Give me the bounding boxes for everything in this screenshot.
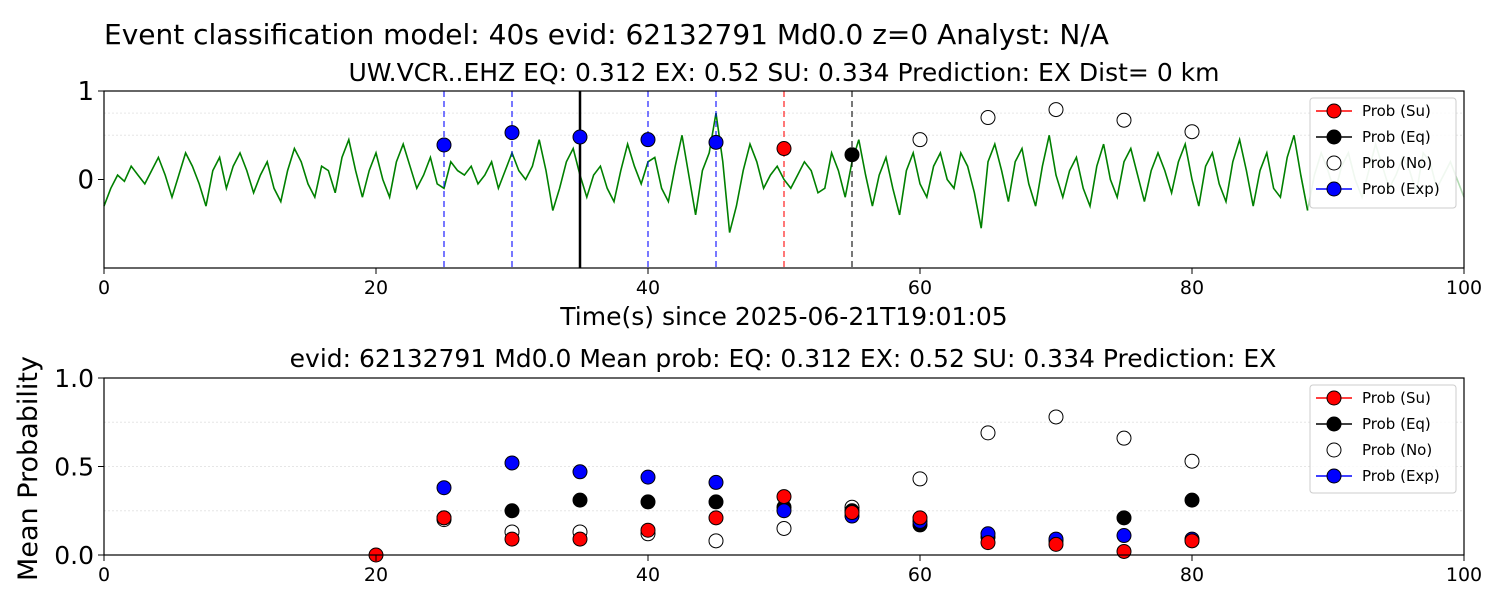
series-point (912, 471, 928, 487)
waveform-trace (103, 112, 1309, 233)
probability-point (980, 110, 996, 126)
y-axis-label: Mean Probability (13, 356, 44, 581)
series-point (1184, 453, 1200, 469)
legend-label: Prob (Exp) (1362, 180, 1440, 198)
series-point (640, 522, 656, 538)
series-point (708, 474, 724, 490)
probability-point (708, 134, 724, 150)
probability-point (1184, 124, 1200, 140)
probability-point (436, 137, 452, 153)
legend-marker (1326, 416, 1342, 432)
legend-label: Prob (Eq) (1362, 415, 1431, 433)
y-tick-label: 1.0 (54, 364, 94, 393)
y-tick-label: 0 (77, 166, 94, 196)
x-tick-label: 40 (636, 277, 660, 299)
probability-point (504, 125, 520, 141)
series-point (1048, 536, 1064, 552)
x-tick-label: 0 (98, 564, 110, 586)
legend-marker (1326, 129, 1342, 145)
series-point (776, 489, 792, 505)
x-tick-label: 40 (636, 564, 660, 586)
series-point (1116, 528, 1132, 544)
probability-point (1048, 102, 1064, 118)
series-point (1184, 533, 1200, 549)
legend-label: Prob (No) (1362, 154, 1432, 172)
legend-marker (1326, 442, 1342, 458)
x-tick-label: 60 (908, 564, 932, 586)
legend-marker (1326, 103, 1342, 119)
series-point (572, 531, 588, 547)
y-tick-label: 0.0 (54, 541, 94, 570)
probability-point (572, 129, 588, 145)
probability-point (912, 132, 928, 148)
x-tick-label: 0 (98, 277, 110, 299)
series-point (640, 494, 656, 510)
series-point (776, 503, 792, 519)
x-tick-label: 80 (1180, 277, 1204, 299)
series-point (504, 455, 520, 471)
legend-label: Prob (No) (1362, 441, 1432, 459)
probability-point (1116, 112, 1132, 128)
y-tick-label: 0.5 (54, 453, 94, 482)
series-point (1116, 543, 1132, 559)
legend-box (1309, 384, 1457, 494)
series-point (1116, 430, 1132, 446)
series-point (1116, 510, 1132, 526)
series-point (776, 520, 792, 536)
series-point (980, 425, 996, 441)
series-point (436, 480, 452, 496)
panel-title: UW.VCR..EHZ EQ: 0.312 EX: 0.52 SU: 0.334… (348, 58, 1219, 87)
legend-label: Prob (Su) (1362, 389, 1431, 407)
series-point (912, 510, 928, 526)
legend-marker (1326, 390, 1342, 406)
series-point (640, 469, 656, 485)
x-tick-label: 100 (1446, 277, 1482, 299)
legend-box (1309, 97, 1457, 209)
probability-point (776, 141, 792, 157)
series-point (572, 492, 588, 508)
y-tick-label: 1 (77, 77, 94, 107)
legend-marker (1326, 468, 1342, 484)
series-point (436, 510, 452, 526)
series-point (708, 510, 724, 526)
probability-point (844, 147, 860, 163)
series-point (572, 464, 588, 480)
series-point (708, 533, 724, 549)
x-tick-label: 20 (364, 277, 388, 299)
probability-point (640, 132, 656, 148)
x-axis-label: Time(s) since 2025-06-21T19:01:05 (559, 302, 1007, 331)
x-tick-label: 100 (1446, 564, 1482, 586)
figure-suptitle: Event classification model: 40s evid: 62… (104, 18, 1109, 51)
legend-label: Prob (Exp) (1362, 467, 1440, 485)
series-point (980, 535, 996, 551)
series-point (844, 505, 860, 521)
panel-title: evid: 62132791 Md0.0 Mean prob: EQ: 0.31… (290, 344, 1277, 373)
x-tick-label: 60 (908, 277, 932, 299)
x-tick-label: 20 (364, 564, 388, 586)
legend-marker (1326, 155, 1342, 171)
waveform-panel: UW.VCR..EHZ EQ: 0.312 EX: 0.52 SU: 0.334… (77, 58, 1482, 331)
series-point (1184, 492, 1200, 508)
series-point (708, 494, 724, 510)
legend-marker (1326, 181, 1342, 197)
mean-probability-panel: evid: 62132791 Md0.0 Mean prob: EQ: 0.31… (13, 344, 1482, 586)
series-point (1048, 409, 1064, 425)
series-point (504, 503, 520, 519)
series-point (504, 531, 520, 547)
legend-label: Prob (Eq) (1362, 128, 1431, 146)
x-tick-label: 80 (1180, 564, 1204, 586)
legend-label: Prob (Su) (1362, 102, 1431, 120)
